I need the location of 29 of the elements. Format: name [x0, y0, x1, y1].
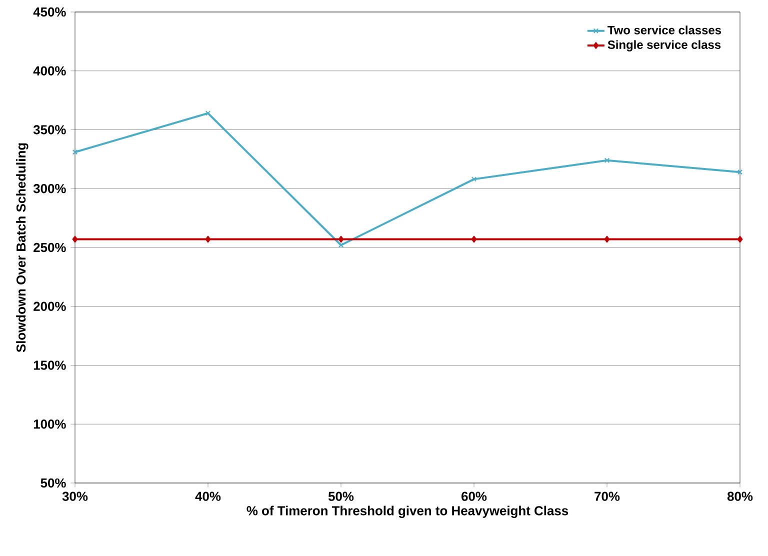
y-tick-label: 400% — [33, 66, 66, 76]
x-tick-label: 60% — [462, 492, 487, 501]
x-tick-label: 40% — [195, 492, 221, 501]
y-tick-label: 150% — [34, 360, 66, 370]
point — [205, 110, 211, 116]
y-tick-label: 450% — [33, 7, 66, 17]
legend-label: Two service classes — [608, 26, 722, 34]
legend-label: Single service class — [608, 40, 721, 52]
x-tick-label: 50% — [328, 492, 354, 501]
point — [338, 236, 344, 243]
point — [604, 158, 610, 163]
point — [604, 236, 610, 243]
point — [338, 242, 344, 248]
x-tick-label: 80% — [727, 492, 753, 501]
point — [72, 236, 78, 243]
point — [205, 236, 211, 243]
y-tick-label: 250% — [34, 242, 66, 252]
point — [737, 236, 743, 243]
x-tick-label: 30% — [62, 492, 88, 501]
x-tick-label: 70% — [594, 492, 620, 501]
point — [471, 236, 477, 243]
y-tick-label: 300% — [33, 184, 66, 194]
x-axis-title: % of Timeron Threshold given to Heavyweight Class — [246, 506, 568, 518]
y-tick-label: 100% — [34, 420, 66, 429]
y-axis-title: Slowdown Over Batch Scheduling — [16, 143, 28, 352]
y-tick-label: 200% — [34, 302, 66, 311]
y-tick-label: 350% — [33, 125, 66, 134]
point — [471, 176, 477, 182]
y-tick-label: 50% — [40, 478, 66, 488]
